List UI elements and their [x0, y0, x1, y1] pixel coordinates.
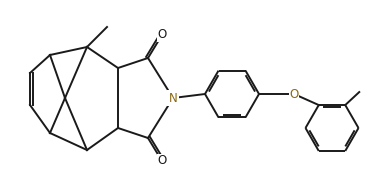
Text: N: N [168, 92, 177, 105]
Text: O: O [158, 155, 167, 168]
Text: O: O [158, 29, 167, 42]
Text: O: O [290, 87, 299, 101]
